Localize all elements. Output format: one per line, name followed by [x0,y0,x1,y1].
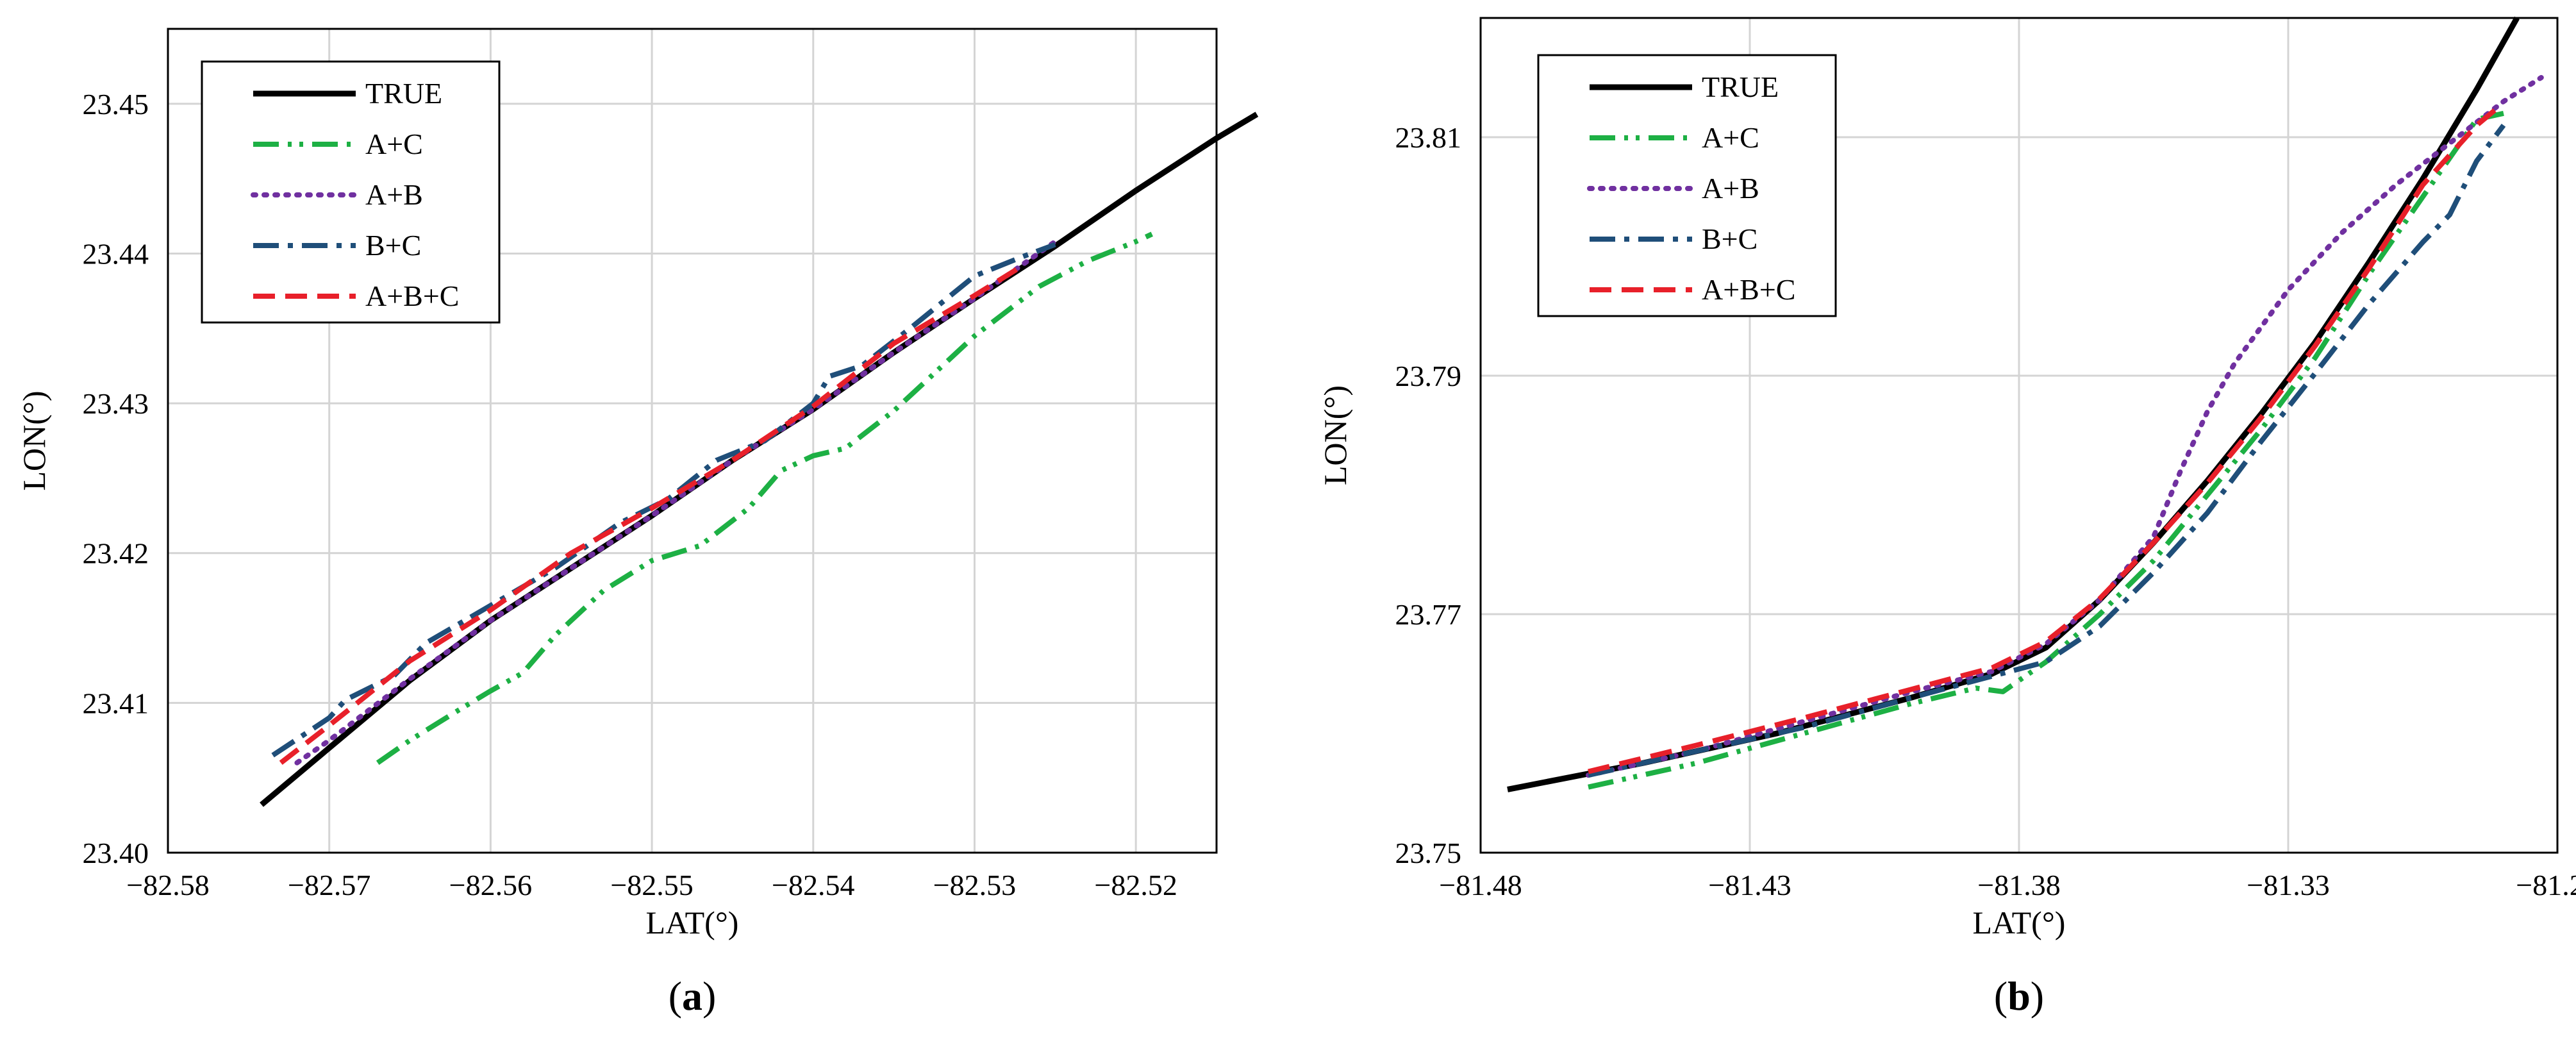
legend-entry-label: B+C [1702,222,1757,255]
x-axis-label: LAT(°) [1973,905,2066,940]
x-tick-label: −82.52 [1094,869,1177,901]
x-tick-label: −82.53 [933,869,1016,901]
y-axis-label: LON(°) [16,390,52,490]
legend-entry-label: A+C [1702,121,1759,154]
panel-label: (b) [1994,973,2044,1019]
x-tick-label: −81.43 [1708,869,1791,901]
x-tick-label: −81.48 [1439,869,1522,901]
series-line-a-b-c [279,263,1025,765]
y-tick-label: 23.45 [83,88,149,121]
x-axis-label: LAT(°) [646,905,739,940]
y-tick-label: 23.41 [83,687,149,719]
series-line-a-c [376,231,1153,765]
x-tick-label: −82.55 [610,869,693,901]
legend-box [201,60,501,324]
y-tick-label: 23.42 [83,537,149,570]
legend-entry-label: A+B+C [1702,273,1795,306]
plot-frame [1479,17,2559,854]
legend: TRUE A+C A+B B+C A+B+C [201,60,501,324]
legend-entry-label: A+B+C [365,280,459,312]
x-tick-label: −82.58 [126,869,209,901]
x-tick-label: −81.38 [1977,869,2060,901]
x-tick-label: −82.54 [772,869,854,901]
series-line-a-b-c [1588,105,2500,774]
y-tick-label: 23.77 [1395,598,1462,631]
series-line-a-b [1586,75,2544,778]
x-tick-label: −81.28 [2516,869,2576,901]
chart-panel-a: −82.58 −82.57 −82.56 −82.55 −82.54 −82.53 −82.… [16,28,1259,1019]
y-tick-label: 23.40 [83,837,149,869]
legend-box [1537,54,1837,317]
y-tick-label: 23.79 [1395,360,1462,392]
panel-letter: b [2007,973,2031,1019]
series-line-b-c [1588,123,2506,778]
legend-entry-label: B+C [365,229,421,262]
y-axis-label: LON(°) [1317,385,1353,485]
legend-entry-label: A+B [365,178,423,211]
legend-entry-label: A+C [365,128,423,160]
plot-frame [167,28,1218,854]
chart-panel-b: −81.48 −81.43 −81.38 −81.33 −81.28 23.75 23.77… [1317,16,2576,1019]
series-line-a-b [294,238,1058,765]
panel-label: (a) [669,973,717,1019]
legend-entry-label: A+B [1702,172,1759,205]
y-tick-label: 23.43 [83,387,149,420]
y-tick-label: 23.44 [83,237,149,270]
x-tick-label: −82.57 [288,869,370,901]
legend-entry-label: TRUE [1702,71,1779,103]
x-tick-label: −82.56 [449,869,532,901]
y-tick-label: 23.81 [1395,121,1462,154]
x-tick-label: −81.33 [2247,869,2329,901]
panel-letter: a [682,973,702,1019]
y-tick-label: 23.75 [1395,837,1462,869]
legend-entry-label: TRUE [365,77,442,110]
legend: TRUE A+C A+B B+C A+B+C [1537,54,1837,317]
